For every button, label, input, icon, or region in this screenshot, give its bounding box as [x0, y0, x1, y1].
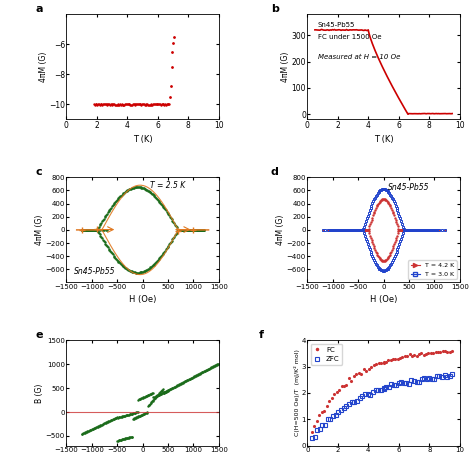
- Text: Sn45-Pb55: Sn45-Pb55: [388, 183, 429, 192]
- Legend: FC, ZFC: FC, ZFC: [311, 344, 342, 365]
- ZFC: [416, 379, 422, 384]
- ZFC: [388, 382, 394, 387]
- X-axis label: T (K): T (K): [133, 136, 153, 145]
- X-axis label: H (Oe): H (Oe): [129, 295, 156, 304]
- Y-axis label: 4πM (G): 4πM (G): [38, 52, 47, 82]
- FC: [449, 348, 455, 354]
- FC: [351, 373, 357, 379]
- FC: [397, 355, 403, 360]
- Y-axis label: 4πM (G): 4πM (G): [281, 52, 290, 82]
- ZFC: [362, 392, 368, 397]
- ZFC: [309, 436, 315, 441]
- Y-axis label: 4πM (G): 4πM (G): [276, 215, 285, 245]
- ZFC: [449, 372, 455, 377]
- Text: b: b: [271, 4, 279, 14]
- X-axis label: H (Oe): H (Oe): [370, 295, 397, 304]
- Text: Sn45-Pb55: Sn45-Pb55: [74, 267, 116, 276]
- Text: d: d: [271, 167, 279, 177]
- ZFC: [396, 380, 401, 386]
- FC: [358, 371, 364, 376]
- Text: Measured at H = 10 Oe: Measured at H = 10 Oe: [318, 55, 401, 61]
- Text: FC under 1500 Oe: FC under 1500 Oe: [318, 35, 382, 40]
- Legend: T = 4.2 K, T = 3.0 K: T = 4.2 K, T = 3.0 K: [408, 261, 456, 279]
- Text: a: a: [36, 4, 43, 14]
- Y-axis label: B (G): B (G): [36, 383, 45, 402]
- X-axis label: T (K): T (K): [374, 136, 393, 145]
- FC: [346, 375, 352, 381]
- Text: e: e: [36, 330, 43, 340]
- Text: f: f: [258, 330, 264, 340]
- FC: [356, 370, 362, 376]
- Line: FC: FC: [310, 349, 454, 433]
- ZFC: [401, 381, 407, 386]
- FC: [334, 389, 339, 395]
- Text: T = 2.5 K: T = 2.5 K: [150, 181, 185, 190]
- FC: [442, 348, 448, 354]
- ZFC: [312, 434, 318, 440]
- Text: Sn45-Pb55: Sn45-Pb55: [318, 22, 356, 28]
- FC: [309, 429, 315, 435]
- Text: c: c: [36, 167, 43, 177]
- Y-axis label: 4πM (G): 4πM (G): [35, 215, 44, 245]
- Y-axis label: C(H=500 Oe)/T  (mJ/K² mol): C(H=500 Oe)/T (mJ/K² mol): [294, 349, 300, 437]
- Line: ZFC: ZFC: [310, 373, 454, 440]
